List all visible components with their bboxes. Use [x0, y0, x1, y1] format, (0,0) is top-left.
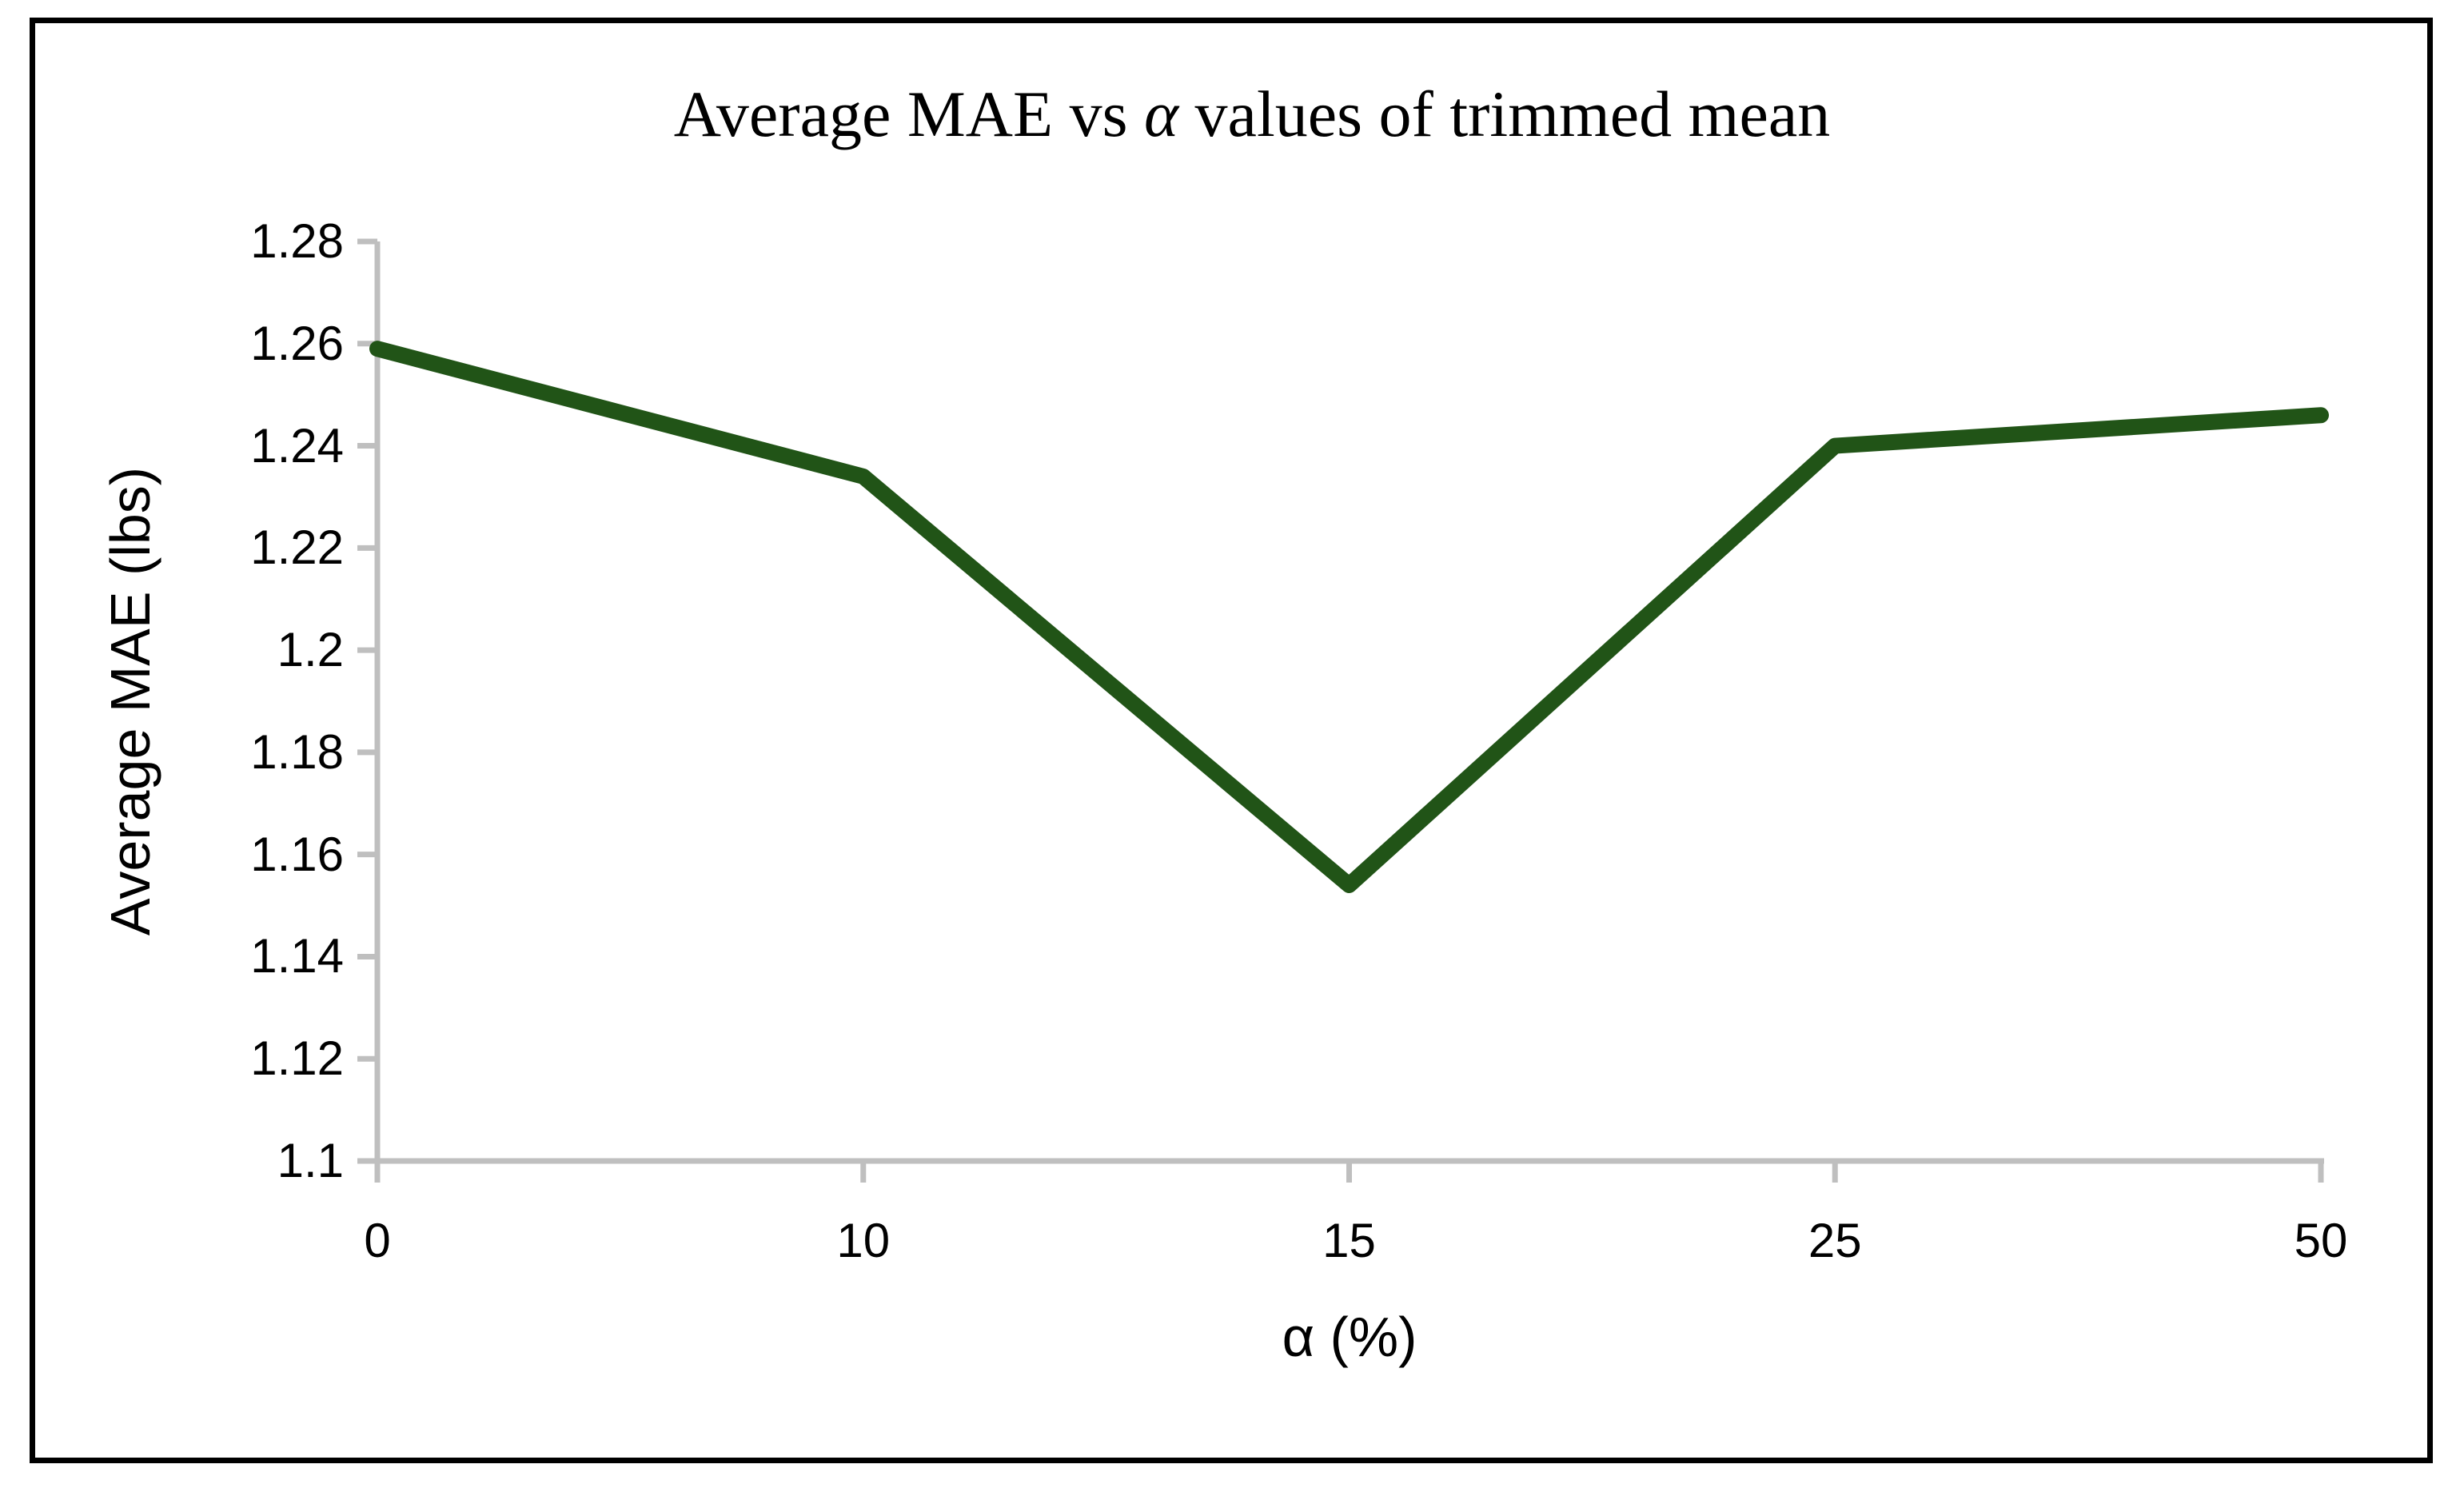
y-tick-label: 1.18 — [250, 724, 344, 779]
x-tick-label: 15 — [1322, 1214, 1376, 1267]
x-tick-label: 50 — [2294, 1214, 2348, 1267]
chart-title-prefix: Average MAE vs — [673, 78, 1144, 150]
chart-title: Average MAE vs α values of trimmed mean — [48, 70, 2456, 158]
y-tick-label: 1.28 — [250, 214, 344, 268]
y-tick-label: 1.26 — [250, 316, 344, 370]
chart-title-suffix: values of trimmed mean — [1178, 78, 1831, 150]
x-axis-title: α (%) — [1282, 1306, 1417, 1368]
figure-border — [30, 18, 2433, 1463]
chart-title-alpha-symbol: α — [1144, 78, 1179, 150]
x-tick-label: 0 — [364, 1214, 391, 1267]
y-tick-label: 1.22 — [250, 521, 344, 575]
y-tick-label: 1.2 — [277, 623, 344, 677]
y-tick-label: 1.16 — [250, 827, 344, 881]
y-tick-label: 1.24 — [250, 418, 344, 473]
x-tick-label: 25 — [1808, 1214, 1862, 1267]
y-axis-title: Average MAE (lbs) — [99, 466, 161, 936]
x-tick-label: 10 — [836, 1214, 891, 1267]
y-tick-label: 1.1 — [277, 1134, 344, 1187]
y-tick-label: 1.12 — [250, 1031, 344, 1086]
data-line — [369, 341, 2329, 893]
y-tick-label: 1.14 — [250, 929, 344, 983]
